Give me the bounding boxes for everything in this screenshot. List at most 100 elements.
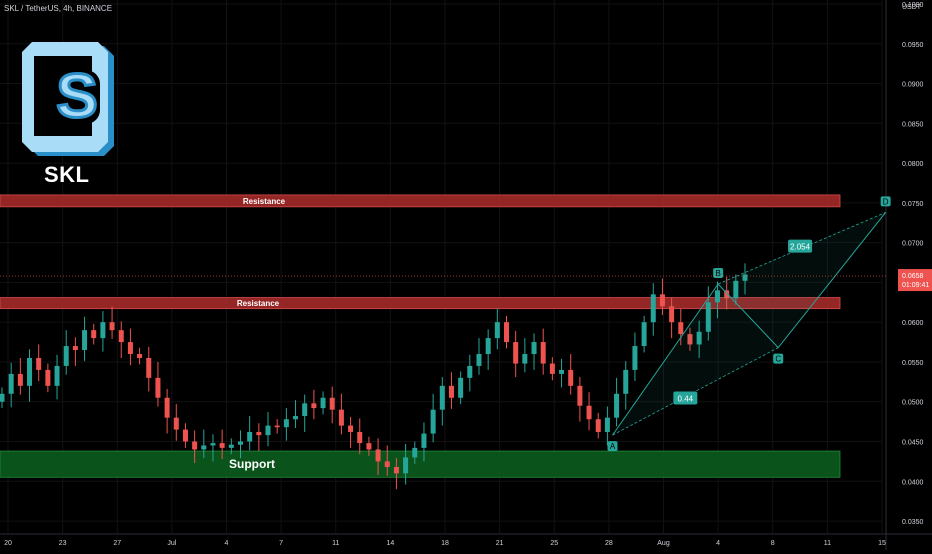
pattern-point-c-box: [773, 353, 784, 364]
candle-body: [8, 373, 14, 394]
candle-body: [109, 322, 115, 331]
candle-body: [623, 369, 629, 394]
candle-body: [669, 306, 675, 323]
candle-body: [247, 431, 253, 442]
candle-body: [219, 443, 225, 448]
candle-body: [348, 425, 354, 432]
x-tick-label: 14: [386, 540, 394, 547]
candle-body: [393, 466, 399, 474]
candle-body: [568, 369, 574, 386]
candle-body: [604, 417, 610, 432]
candle-body: [201, 445, 207, 450]
pattern-point-a-box: [607, 441, 618, 452]
candle-body: [586, 405, 592, 420]
candle-body: [256, 431, 262, 436]
candle-body: [54, 365, 60, 386]
x-tick-label: 21: [496, 540, 504, 547]
candle-body: [192, 441, 198, 450]
candle-body: [45, 369, 51, 386]
x-tick-label: 15: [878, 540, 886, 547]
y-tick-label: 0.0450: [902, 440, 924, 447]
candle-body: [724, 290, 730, 299]
zone-label-0: Resistance: [243, 197, 286, 206]
x-tick-label: 25: [550, 540, 558, 547]
candle-body: [228, 444, 234, 448]
pattern-ratio-1-label: 2.054: [790, 243, 811, 252]
y-tick-label: 0.0900: [902, 82, 924, 89]
candle-body: [338, 409, 344, 426]
y-tick-label: 0.0950: [902, 42, 924, 49]
candle-body: [164, 397, 170, 418]
x-tick-label: 8: [771, 540, 775, 547]
pattern-point-d-label: D: [883, 197, 889, 206]
candle-body: [705, 302, 711, 332]
symbol-line: SKL / TetherUS, 4h, BINANCE: [4, 4, 113, 13]
symbol-header: SKL / TetherUS, 4h, BINANCE: [4, 4, 112, 13]
candle-body: [632, 346, 638, 370]
candle-body: [614, 393, 620, 418]
zone-label-2: Support: [229, 457, 275, 471]
candle-body: [320, 397, 326, 409]
candle-body: [430, 409, 436, 434]
pattern-ratio-0-label: 0.44: [678, 395, 694, 404]
candle-body: [155, 377, 161, 398]
candle-body: [714, 290, 720, 303]
candle-body: [733, 280, 739, 299]
y-tick-label: 0.0350: [902, 519, 924, 526]
x-tick-label: 7: [279, 540, 283, 547]
candle-body: [494, 322, 500, 339]
candle-body: [577, 385, 583, 406]
skl-logo-icon: S: [22, 42, 114, 156]
candle-body: [485, 338, 491, 355]
x-tick-label: 11: [824, 540, 831, 547]
pattern-point-c-label: C: [775, 355, 781, 364]
candle-body: [146, 357, 152, 378]
x-tick-label: Jul: [167, 540, 176, 547]
candle-body: [687, 334, 693, 345]
candle-body: [100, 322, 106, 339]
candle-body: [650, 294, 656, 323]
y-tick-label: 0.0400: [902, 479, 924, 486]
x-tick-label: 23: [59, 540, 67, 547]
pattern-ac-line: [612, 347, 779, 436]
candle-body: [293, 416, 299, 420]
candle-body: [421, 433, 427, 448]
price-countdown: 01:09:41: [902, 282, 929, 289]
candle-body: [82, 330, 88, 351]
candle-body: [678, 322, 684, 335]
candle-body: [696, 331, 702, 345]
candle-body: [641, 322, 647, 347]
candle-body: [439, 385, 445, 410]
x-tick-label: 18: [441, 540, 449, 547]
pattern-ratio-1-box: [788, 239, 813, 253]
x-tick-label: 28: [605, 540, 613, 547]
candle-body: [742, 274, 748, 281]
zone-label-1: Resistance: [237, 299, 280, 308]
candle-body: [265, 425, 271, 436]
candle-body: [412, 447, 418, 458]
y-tick-label: 0.0800: [902, 161, 924, 168]
x-tick-label: 4: [225, 540, 229, 547]
candle-body: [237, 441, 243, 445]
ticker-label: SKL: [44, 162, 90, 187]
pattern-point-a-label: A: [610, 442, 616, 451]
candle-body: [549, 363, 555, 374]
candle-body: [311, 403, 317, 409]
pattern-point-d-box: [880, 196, 891, 207]
candle-body: [522, 354, 528, 364]
candle-body: [659, 294, 665, 307]
y-tick-label: 0.0550: [902, 360, 924, 367]
candle-body: [36, 357, 42, 370]
pattern-triangle-abc: [612, 284, 779, 436]
current-price-value: 0.0658: [902, 273, 924, 280]
candle-body: [27, 357, 33, 386]
candle-body: [375, 449, 381, 462]
pattern-triangle-bcd: [718, 212, 886, 348]
price-unit: USDT: [902, 4, 922, 11]
candle-body: [91, 330, 97, 339]
y-tick-label: 0.0500: [902, 400, 924, 407]
candle-body: [274, 425, 280, 428]
candle-body: [595, 419, 601, 432]
